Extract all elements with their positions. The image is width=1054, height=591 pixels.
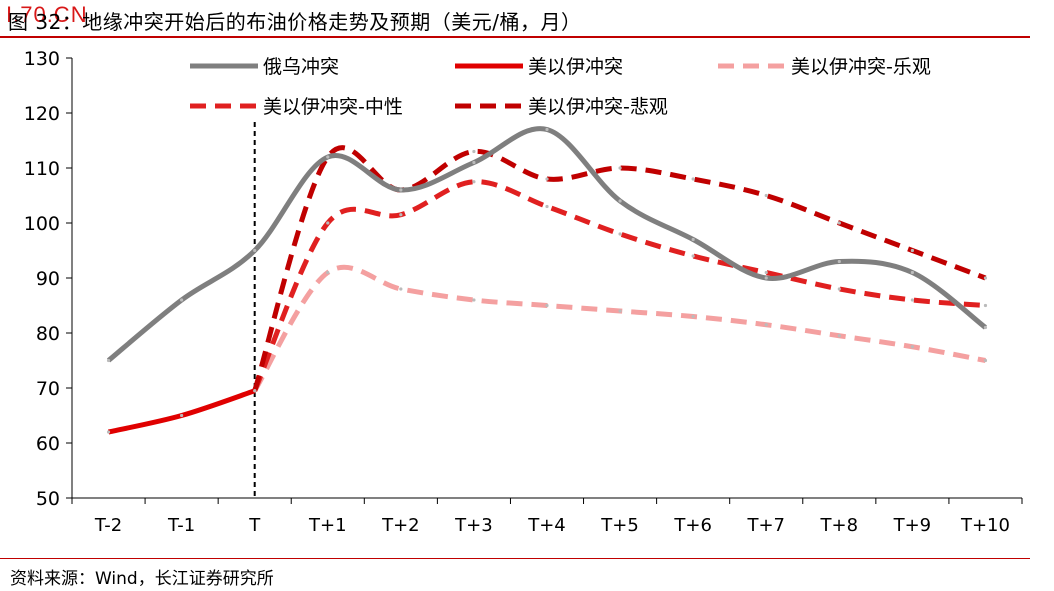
- data-point-neutral: [983, 303, 988, 308]
- x-tick-label: T+10: [960, 515, 1010, 536]
- data-point-russia-ukraine: [691, 237, 695, 242]
- source-note: 资料来源：Wind，长江证券研究所: [10, 569, 274, 589]
- legend-label-neutral: 美以伊冲突-中性: [263, 96, 403, 118]
- data-point-russia-ukraine: [106, 358, 111, 363]
- x-tick-label: T-2: [94, 515, 122, 536]
- data-point-pessimistic: [472, 149, 476, 154]
- data-point-neutral: [326, 221, 330, 225]
- data-point-russia-ukraine: [983, 325, 988, 330]
- data-point-russia-ukraine: [910, 270, 914, 275]
- data-point-russia-ukraine: [837, 259, 841, 264]
- source-rule: [0, 558, 1030, 559]
- data-point-optimistic: [399, 287, 403, 291]
- data-point-us-israel-iran: [180, 413, 184, 418]
- data-point-us-israel-iran: [106, 430, 111, 434]
- data-point-russia-ukraine: [253, 248, 257, 253]
- data-point-neutral: [764, 270, 768, 275]
- series-line-optimistic: [252, 264, 986, 393]
- data-point-pessimistic: [618, 166, 622, 170]
- data-point-neutral: [910, 298, 914, 302]
- data-point-neutral: [618, 232, 622, 236]
- y-tick-label: 70: [36, 378, 60, 400]
- data-point-optimistic: [983, 358, 988, 363]
- chart-axes: 50 60 70 80 90 100 110 120 130 T-2 T-1 T T+1 T+2 T+3 T+…: [24, 48, 1023, 536]
- data-point-optimistic: [472, 298, 476, 302]
- series-line-russia-ukraine: [106, 126, 987, 363]
- data-point-optimistic: [545, 303, 549, 308]
- x-tick-label: T+9: [893, 515, 932, 536]
- x-tick-label: T+7: [746, 515, 785, 536]
- y-tick-label: 110: [24, 158, 60, 180]
- data-point-neutral: [399, 213, 403, 217]
- data-point-pessimistic: [545, 177, 549, 181]
- data-point-optimistic: [326, 270, 330, 275]
- data-point-russia-ukraine: [326, 155, 330, 159]
- legend-label-pessimistic: 美以伊冲突-悲观: [528, 96, 668, 118]
- y-tick-label: 100: [24, 213, 60, 235]
- x-tick-label: T-1: [167, 515, 195, 536]
- data-point-pessimistic: [983, 276, 988, 280]
- x-tick-label: T+2: [381, 515, 420, 536]
- data-point-pessimistic: [764, 193, 768, 198]
- series-line-us-israel-iran: [107, 388, 256, 435]
- data-point-russia-ukraine: [618, 199, 622, 203]
- data-point-pessimistic: [691, 177, 695, 181]
- y-tick-label: 90: [36, 268, 60, 290]
- y-tick-label: 50: [36, 488, 60, 510]
- y-tick-label: 80: [36, 323, 60, 345]
- watermark-logo: I.70.CN: [6, 2, 88, 27]
- x-tick-label: T+1: [308, 515, 347, 536]
- data-point-neutral: [545, 204, 549, 209]
- data-point-russia-ukraine: [472, 160, 476, 165]
- data-point-optimistic: [764, 323, 768, 327]
- data-point-russia-ukraine: [545, 127, 549, 132]
- data-point-optimistic: [691, 314, 695, 319]
- figure-title: 图 32：地缘冲突开始后的布油价格走势及预期（美元/桶，月）: [8, 10, 582, 34]
- y-tick-label: 130: [24, 48, 60, 70]
- data-point-neutral: [691, 254, 695, 258]
- title-rule: [0, 36, 1030, 38]
- data-point-optimistic: [837, 334, 841, 338]
- data-point-us-israel-iran: [253, 389, 257, 393]
- x-tick-label: T: [248, 515, 261, 536]
- data-point-neutral: [837, 287, 841, 291]
- data-point-optimistic: [910, 345, 914, 349]
- y-tick-label: 120: [24, 103, 60, 125]
- x-tick-label: T+6: [673, 515, 712, 536]
- x-tick-label: T+5: [600, 515, 639, 536]
- legend-label-russia-ukraine: 俄乌冲突: [263, 56, 339, 78]
- data-point-neutral: [472, 180, 476, 184]
- series-line-pessimistic: [252, 145, 987, 392]
- data-point-russia-ukraine: [764, 276, 768, 280]
- series-line-neutral: [252, 179, 986, 392]
- y-tick-label: 60: [36, 433, 60, 455]
- data-point-pessimistic: [837, 221, 841, 225]
- data-point-russia-ukraine: [180, 298, 184, 302]
- data-point-optimistic: [618, 309, 622, 313]
- x-tick-label: T+4: [527, 515, 566, 536]
- data-point-russia-ukraine: [399, 188, 403, 192]
- chart-series: [106, 126, 988, 435]
- legend-label-us-israel-iran: 美以伊冲突: [528, 56, 623, 78]
- data-point-pessimistic: [910, 248, 914, 253]
- x-tick-label: T+3: [454, 515, 493, 536]
- legend-label-optimistic: 美以伊冲突-乐观: [791, 56, 931, 78]
- x-tick-label: T+8: [820, 515, 859, 536]
